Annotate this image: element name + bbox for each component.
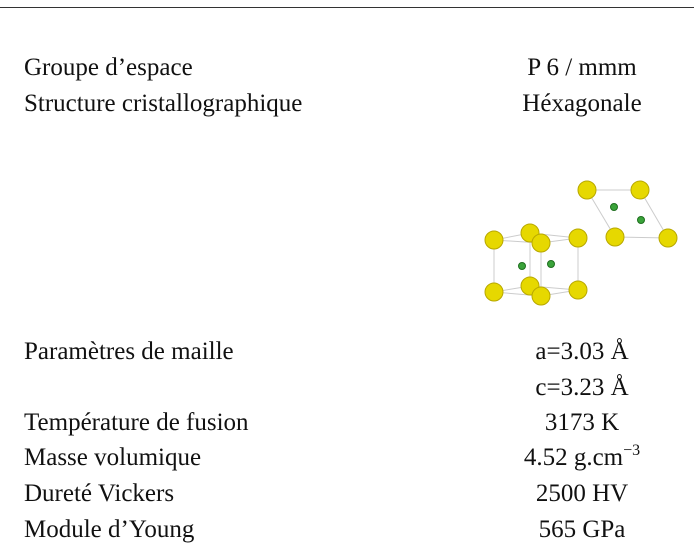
row-value: Héxagonale (472, 89, 692, 119)
row-label: Paramètres de maille (24, 337, 234, 367)
row-value-text: 2500 HV (536, 480, 628, 507)
row-label-text: Masse volumique (24, 444, 201, 471)
row-value: 565 GPa (472, 515, 692, 545)
row-value: a=3.03 Å (472, 337, 692, 367)
row-label: Dureté Vickers (24, 479, 174, 509)
row-label: Température de fusion (24, 408, 249, 438)
row-label-text: Structure cristallographique (24, 90, 302, 117)
page: Groupe d’espace P 6 / mmm Structure crista… (0, 0, 694, 557)
row-value-text: 565 GPa (539, 516, 626, 543)
row-label-text: Module d’Young (24, 516, 194, 543)
row-value-text: 3173 K (545, 409, 619, 436)
row-value: 2500 HV (472, 479, 692, 509)
row-value: 4.52 g.cm−3 (472, 443, 692, 473)
row-value-text: c=3.23 Å (535, 374, 628, 401)
row-value: P 6 / mmm (472, 53, 692, 83)
row-label: Masse volumique (24, 443, 201, 473)
row-value-text: a=3.03 Å (535, 338, 628, 365)
row-value: 3173 K (472, 408, 692, 438)
row-value-text: Héxagonale (522, 90, 641, 117)
superscript: −3 (623, 442, 640, 459)
row-label-text: Dureté Vickers (24, 480, 174, 507)
row-label-text: Température de fusion (24, 409, 249, 436)
row-label-text: Paramètres de maille (24, 338, 234, 365)
crystal-structure (0, 0, 694, 557)
row-value-text: P 6 / mmm (527, 54, 637, 81)
row-label: Groupe d’espace (24, 53, 193, 83)
row-value: c=3.23 Å (472, 373, 692, 403)
row-label: Module d’Young (24, 515, 194, 545)
row-label-text: Groupe d’espace (24, 54, 193, 81)
row-value-text: 4.52 g.cm (524, 444, 623, 471)
row-label: Structure cristallographique (24, 89, 302, 119)
